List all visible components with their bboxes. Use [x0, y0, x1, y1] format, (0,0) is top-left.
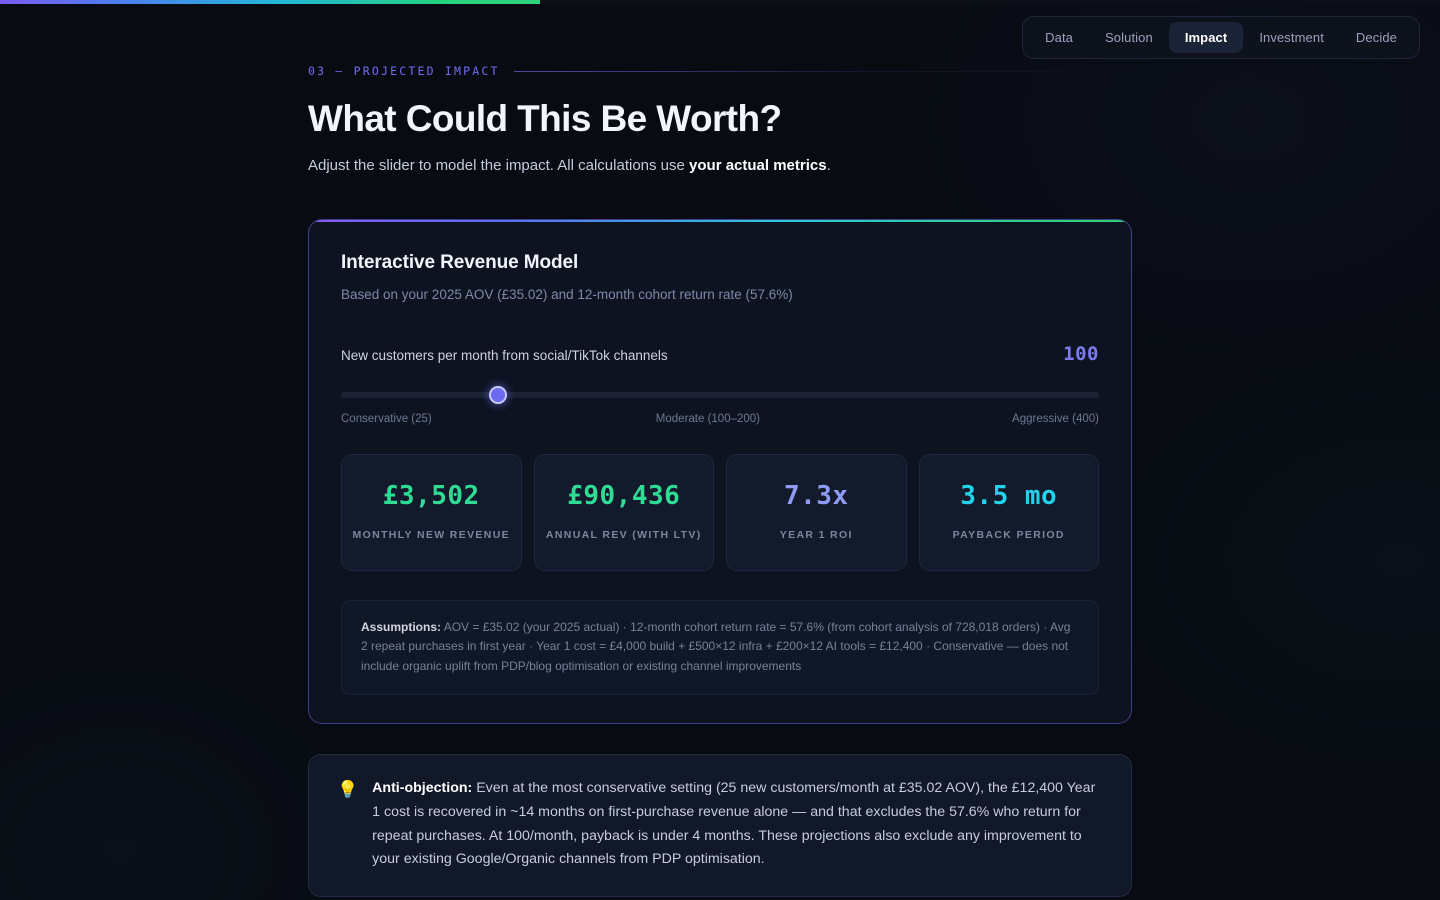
- interactive-revenue-model-card: Interactive Revenue Model Based on your …: [308, 219, 1132, 725]
- anti-objection-heading: Anti-objection:: [372, 780, 473, 797]
- scroll-progress-track: [0, 0, 1440, 4]
- card-gradient-topline: [309, 220, 1131, 222]
- nav-item-solution[interactable]: Solution: [1105, 30, 1153, 45]
- anti-objection-callout: 💡 Anti-objection: Even at the most conse…: [308, 754, 1132, 898]
- slider-thumb[interactable]: [489, 386, 507, 404]
- section-eyebrow-row: 03 — PROJECTED IMPACT: [308, 64, 1144, 78]
- scroll-progress-fill: [0, 0, 540, 4]
- assumptions-heading: Assumptions:: [361, 620, 442, 634]
- section-eyebrow-rule: [513, 70, 1144, 72]
- metric-card-payback-period: 3.5 mo PAYBACK PERIOD: [918, 454, 1099, 571]
- assumptions-panel: Assumptions: AOV = £35.02 (your 2025 act…: [341, 600, 1099, 696]
- section-nav[interactable]: Data Solution Impact Investment Decide: [1022, 16, 1420, 59]
- metric-card-annual-rev-with-ltv: £90,436 ANNUAL REV (WITH LTV): [533, 454, 714, 571]
- metric-card-grid: £3,502 MONTHLY NEW REVENUE £90,436 ANNUA…: [341, 454, 1099, 571]
- metric-value: 3.5 mo: [960, 481, 1058, 511]
- slider-track[interactable]: [341, 392, 1099, 398]
- metric-label: YEAR 1 ROI: [779, 529, 853, 541]
- slider-header: New customers per month from social/TikT…: [341, 343, 1099, 365]
- model-card-title: Interactive Revenue Model: [341, 252, 579, 273]
- page-content: 03 — PROJECTED IMPACT What Could This Be…: [308, 0, 1144, 898]
- metric-value: £3,502: [382, 481, 480, 511]
- metric-label: MONTHLY NEW REVENUE: [352, 529, 510, 541]
- page-subtitle-lead: Adjust the slider to model the impact. A…: [308, 157, 690, 174]
- slider-label: New customers per month from social/TikT…: [341, 348, 668, 363]
- slider-legend-aggressive: Aggressive (400): [1012, 413, 1099, 425]
- metric-value: £90,436: [567, 481, 681, 511]
- nav-item-impact[interactable]: Impact: [1168, 22, 1244, 53]
- anti-objection-body: Even at the most conservative setting (2…: [372, 780, 1096, 868]
- anti-objection-text: Anti-objection: Even at the most conserv…: [372, 777, 1103, 872]
- nav-item-decide[interactable]: Decide: [1355, 30, 1397, 45]
- nav-item-data[interactable]: Data: [1045, 30, 1074, 45]
- section-eyebrow-label: 03 — PROJECTED IMPACT: [308, 64, 500, 78]
- page-subtitle-tail: .: [826, 157, 831, 174]
- metric-value: 7.3x: [783, 481, 849, 511]
- slider-legend-conservative: Conservative (25): [341, 413, 432, 425]
- metric-card-monthly-new-revenue: £3,502 MONTHLY NEW REVENUE: [341, 454, 522, 571]
- metric-label: PAYBACK PERIOD: [952, 529, 1065, 541]
- page-subtitle: Adjust the slider to model the impact. A…: [308, 157, 1132, 174]
- slider-legend: Conservative (25) Moderate (100–200) Agg…: [341, 413, 1099, 425]
- page-title: What Could This Be Worth?: [308, 98, 782, 139]
- model-card-subtitle: Based on your 2025 AOV (£35.02) and 12-m…: [341, 287, 793, 302]
- nav-item-investment[interactable]: Investment: [1259, 30, 1324, 45]
- lightbulb-icon: 💡: [337, 780, 359, 800]
- metric-label: ANNUAL REV (WITH LTV): [545, 529, 702, 541]
- slider-value-readout: 100: [1063, 343, 1099, 365]
- page-subtitle-strong: your actual metrics: [689, 157, 827, 174]
- customers-slider[interactable]: [341, 386, 1099, 404]
- slider-block: New customers per month from social/TikT…: [341, 343, 1099, 425]
- metric-card-year-1-roi: 7.3x YEAR 1 ROI: [726, 454, 907, 571]
- slider-legend-moderate: Moderate (100–200): [655, 413, 761, 425]
- assumptions-body: AOV = £35.02 (your 2025 actual) · 12-mon…: [361, 620, 1071, 673]
